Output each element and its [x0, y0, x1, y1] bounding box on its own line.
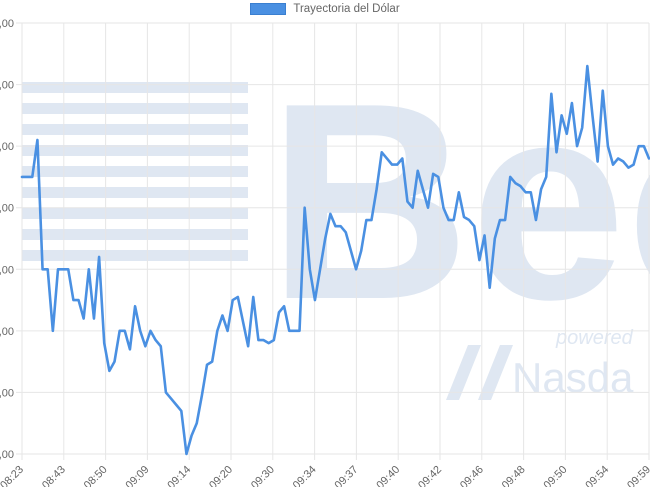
x-tick-label: 08:43	[40, 464, 68, 487]
x-tick-label: 09:30	[249, 464, 277, 487]
watermark: Becpowered Nasda	[22, 46, 650, 401]
series-layer	[20, 64, 650, 456]
x-tick-label: 08:50	[82, 464, 110, 487]
watermark-stripe	[22, 145, 248, 156]
x-tick-label: 09:20	[207, 464, 235, 487]
x-tick-label: 09:54	[583, 464, 611, 487]
watermark-partner: Nasda	[512, 354, 634, 401]
watermark-partner-logo	[446, 345, 513, 400]
x-tick-label: 09:34	[291, 464, 319, 487]
x-axis-ticks: 08:23 08:43 08:50 09:09 09:14 09:20 09:30 09:34…	[0, 464, 650, 492]
legend[interactable]: Trayectoria del Dólar	[0, 3, 650, 15]
watermark-stripe	[22, 208, 248, 219]
y-tick-label: 3909,00	[0, 80, 14, 92]
watermark-stripe	[22, 187, 248, 198]
x-tick-label: 09:42	[416, 464, 444, 487]
watermark-stripe	[22, 103, 248, 114]
x-tick-label: 09:37	[333, 464, 361, 487]
watermark-stripe	[22, 229, 248, 240]
y-tick-label: 3907,00	[0, 203, 14, 215]
y-tick-label: 3906,00	[0, 264, 14, 276]
legend-label: Trayectoria del Dólar	[293, 3, 400, 15]
y-axis-ticks: 3903,00 3904,00 3905,00 3906,00 3907,00 3908,…	[0, 18, 14, 461]
x-tick-label: 09:09	[124, 464, 152, 487]
y-tick-label: 3904,00	[0, 387, 14, 399]
watermark-stripe	[22, 124, 248, 135]
grid	[16, 22, 650, 460]
x-tick-label: 09:48	[500, 464, 528, 487]
series-line	[20, 64, 650, 456]
watermark-brand: Bec	[268, 46, 650, 358]
x-tick-label: 09:46	[458, 464, 486, 487]
legend-swatch	[250, 3, 287, 15]
x-tick-label: 09:50	[542, 464, 570, 487]
watermark-stripe	[22, 166, 248, 177]
x-tick-label: 08:23	[0, 464, 26, 487]
watermark-stripe	[22, 250, 248, 261]
y-tick-label: 3905,00	[0, 326, 14, 338]
x-tick-label: 09:14	[165, 464, 193, 487]
y-tick-label: 3908,00	[0, 141, 14, 153]
watermark-stripe	[22, 82, 248, 93]
watermark-tagline: powered	[555, 327, 634, 349]
y-tick-label: 3903,00	[0, 449, 14, 461]
y-tick-label: 3910,00	[0, 18, 14, 30]
x-tick-label: 09:40	[374, 464, 402, 487]
x-tick-label: 09:59	[625, 464, 650, 487]
